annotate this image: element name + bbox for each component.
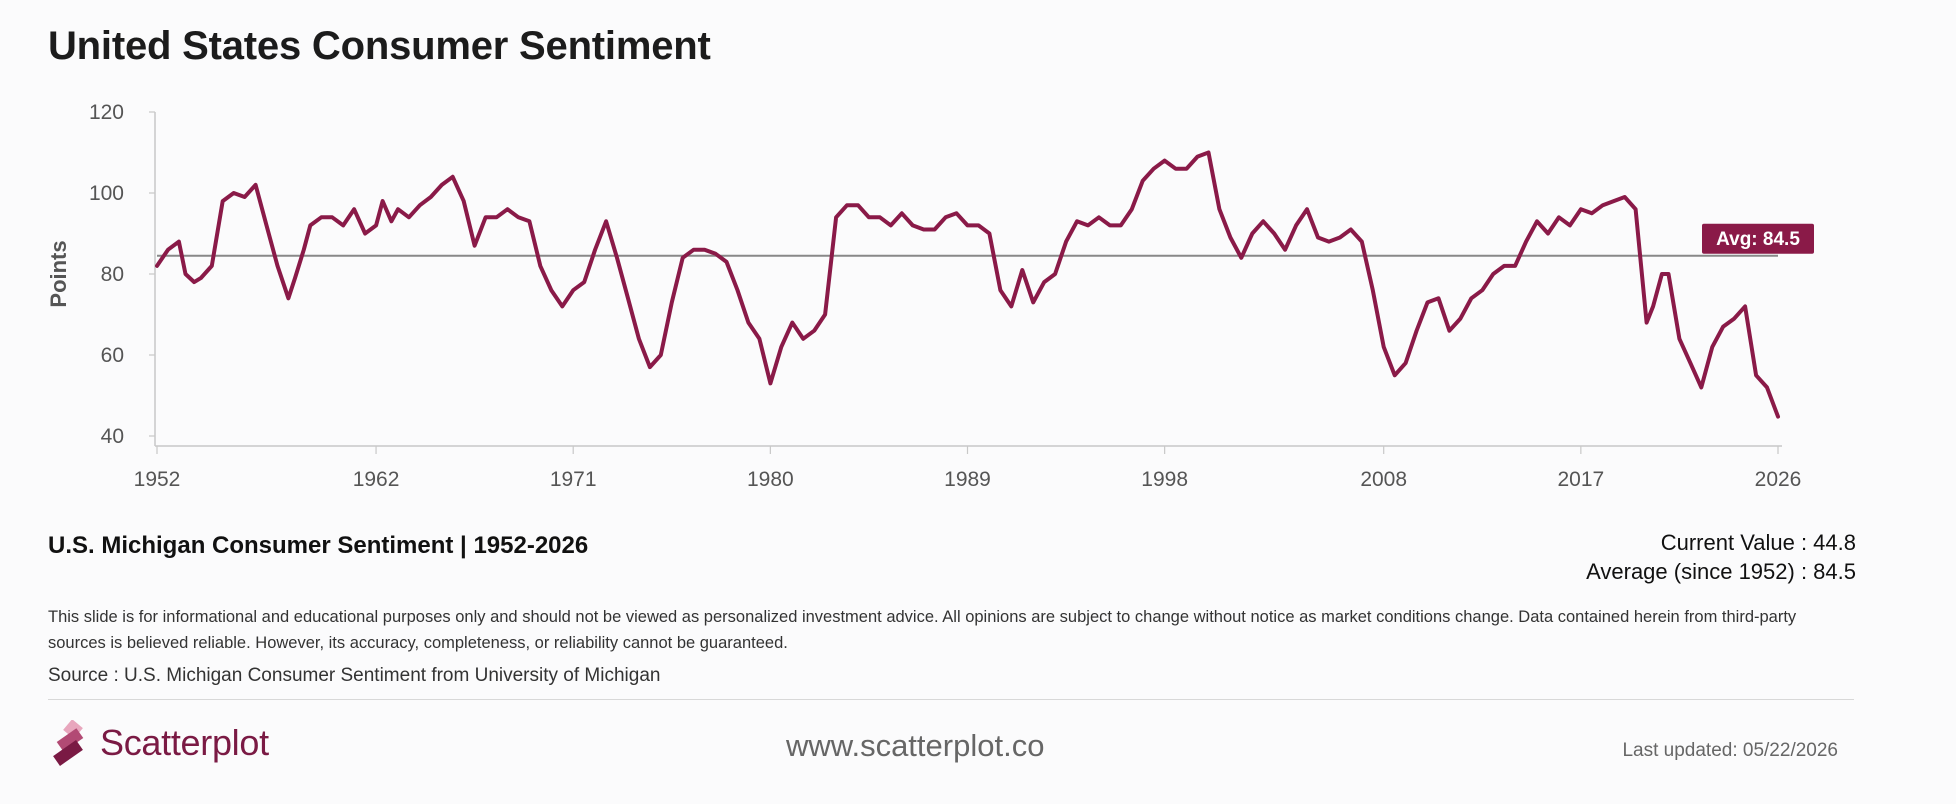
source-text: Source : U.S. Michigan Consumer Sentimen… xyxy=(48,665,661,686)
x-tick-label: 2017 xyxy=(1557,468,1604,491)
y-tick-label: 120 xyxy=(89,101,124,124)
chart-subtitle: U.S. Michigan Consumer Sentiment | 1952-… xyxy=(48,532,589,559)
website-link[interactable]: www.scatterplot.co xyxy=(786,728,1045,763)
y-tick-label: 80 xyxy=(101,263,124,286)
stats-panel: Current Value : 44.8 Average (since 1952… xyxy=(1586,528,1856,586)
average-value: Average (since 1952) : 84.5 xyxy=(1586,559,1856,584)
disclaimer-text: This slide is for informational and educ… xyxy=(48,608,1797,652)
x-tick-label: 1980 xyxy=(747,468,794,491)
x-tick-label: 2026 xyxy=(1755,468,1802,491)
last-updated: Last updated: 05/22/2026 xyxy=(1622,740,1838,761)
x-tick-label: 1952 xyxy=(134,468,181,491)
x-tick-label: 1998 xyxy=(1141,468,1188,491)
y-tick-label: 60 xyxy=(101,344,124,367)
brand-name: Scatterplot xyxy=(100,722,269,763)
x-tick-label: 1971 xyxy=(550,468,597,491)
x-tick-label: 1989 xyxy=(944,468,991,491)
y-tick-label: 100 xyxy=(89,182,124,205)
line-chart: 40 60 80 100 120 1952 1962 1971 1980 1989 1998 200… xyxy=(46,101,1814,491)
current-value: Current Value : 44.8 xyxy=(1660,530,1856,555)
brand-logo[interactable]: Scatterplot xyxy=(52,720,269,766)
average-badge-label: Avg: 84.5 xyxy=(1716,229,1800,250)
x-tick-label: 2008 xyxy=(1360,468,1407,491)
x-axis-ticks: 1952 1962 1971 1980 1989 1998 2008 2017 2026 xyxy=(134,446,1802,491)
scatterplot-logo-icon xyxy=(53,720,84,766)
page-title: United States Consumer Sentiment xyxy=(48,24,711,68)
x-tick-label: 1962 xyxy=(353,468,400,491)
y-axis-label: Points xyxy=(46,240,71,307)
y-tick-label: 40 xyxy=(101,425,124,448)
series-line-consumer-sentiment xyxy=(155,150,1780,419)
average-badge: Avg: 84.5 xyxy=(1702,223,1814,254)
y-axis-ticks: 40 60 80 100 120 xyxy=(89,101,155,448)
footer-divider xyxy=(48,699,1854,700)
average-badge-bg xyxy=(1702,223,1814,254)
